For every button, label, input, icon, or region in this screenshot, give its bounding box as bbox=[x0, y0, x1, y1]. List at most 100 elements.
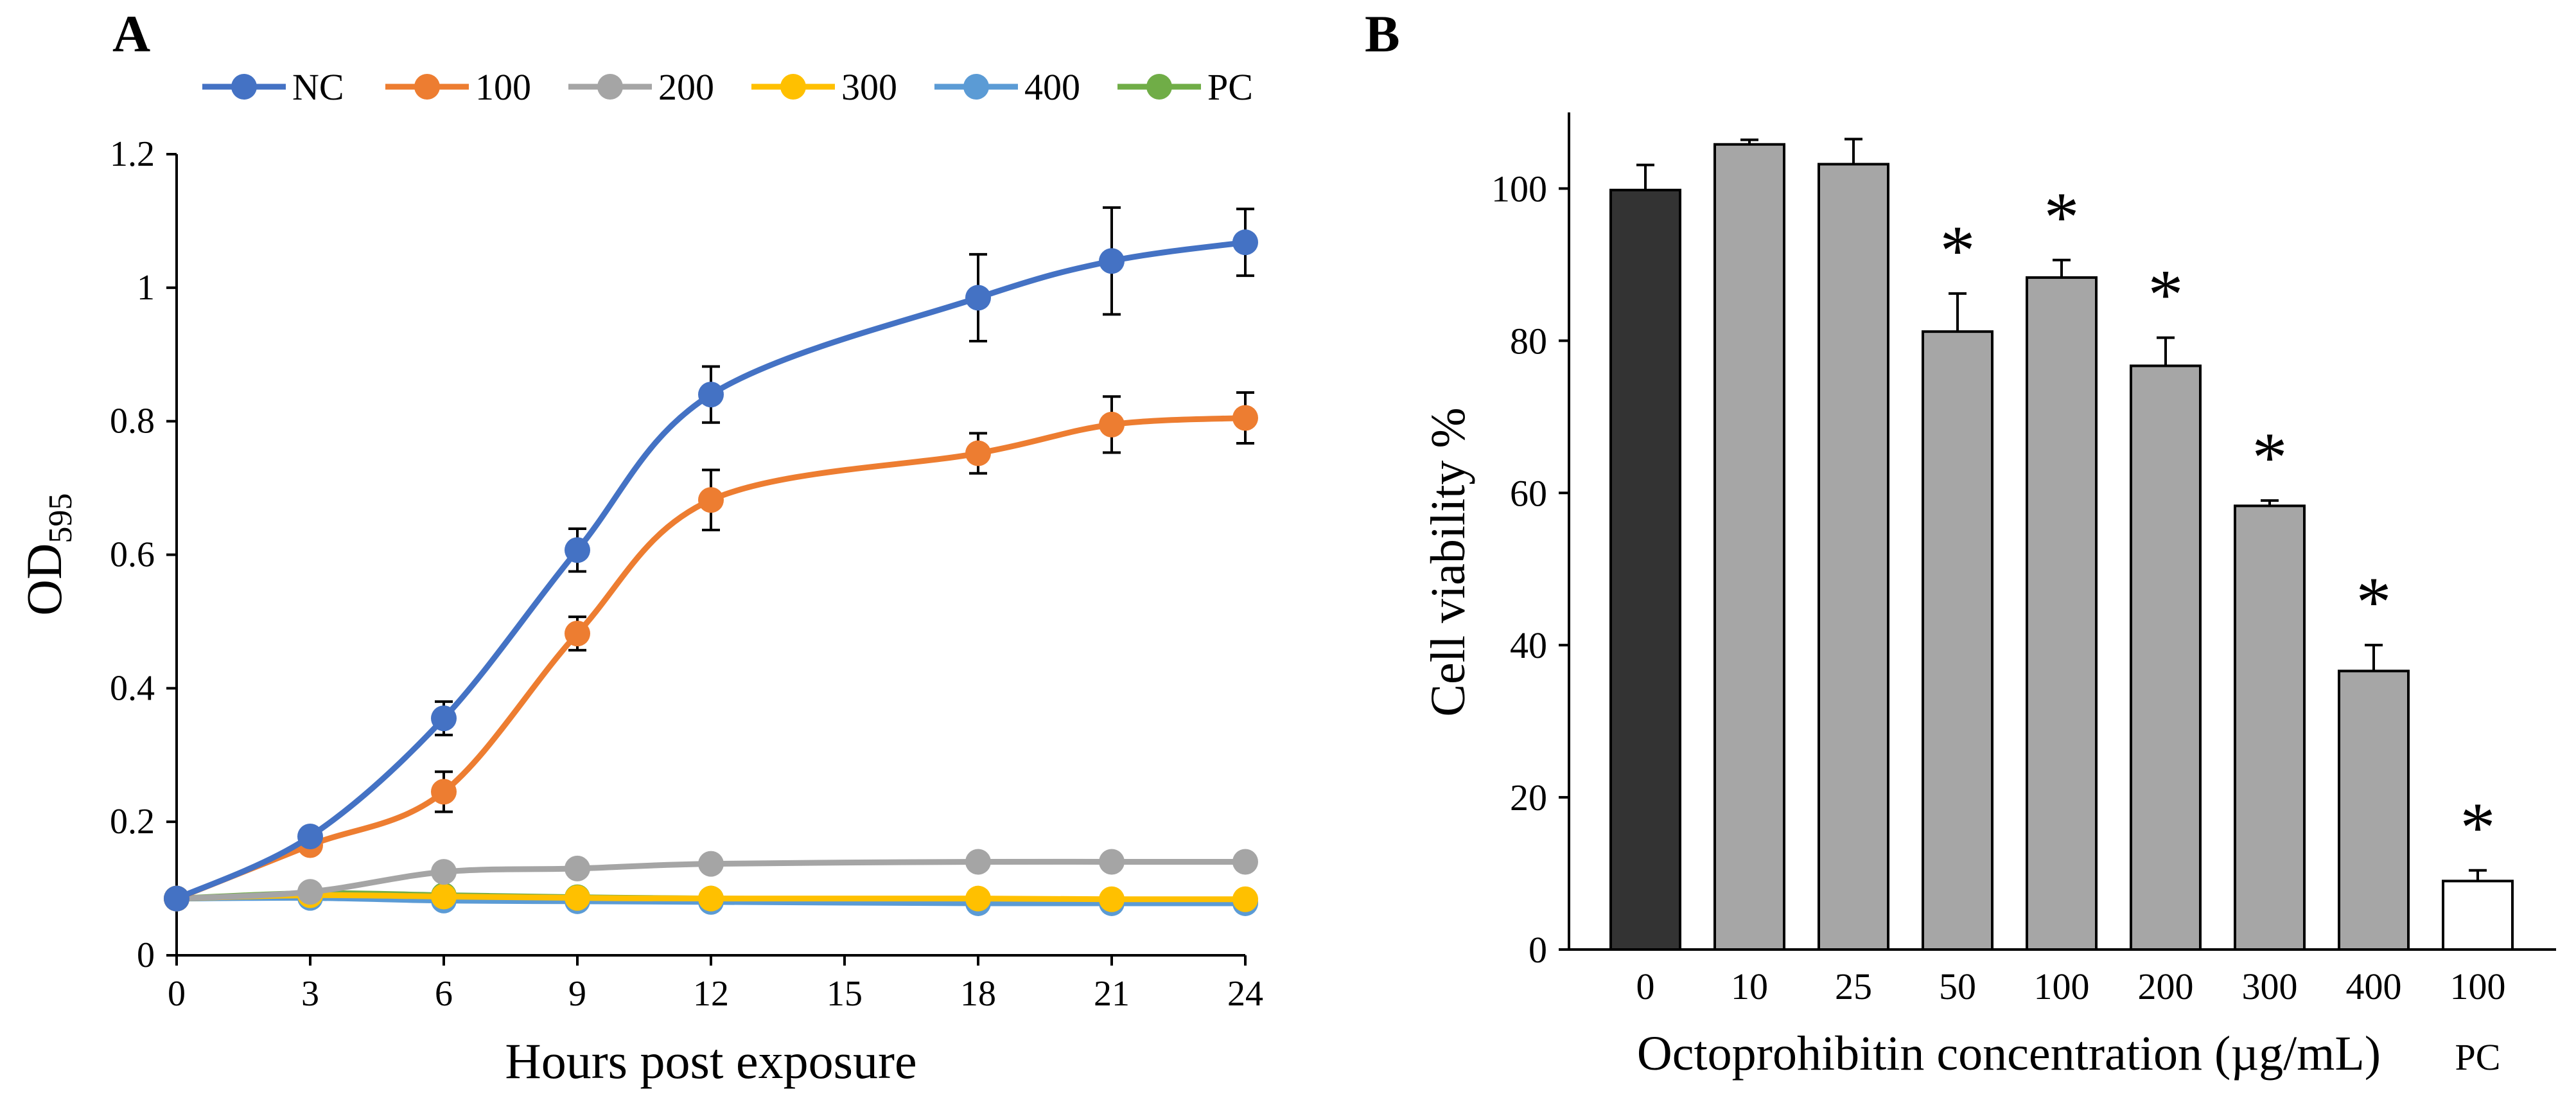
bar-group: 400 * bbox=[2338, 563, 2410, 1007]
bar-category-label: 400 bbox=[2346, 966, 2402, 1007]
bar bbox=[1922, 330, 1993, 951]
data-point bbox=[1099, 248, 1125, 274]
data-point bbox=[1099, 411, 1125, 438]
significance-mark: * bbox=[1940, 211, 1976, 290]
series-NC bbox=[164, 206, 1258, 912]
bar-category-label: 10 bbox=[1731, 966, 1768, 1007]
panel-a-x-tick-label: 21 bbox=[1094, 974, 1130, 1014]
significance-mark: * bbox=[2460, 788, 2496, 867]
panel-a-y-tick-label: 0.2 bbox=[110, 802, 155, 842]
data-point bbox=[1099, 849, 1125, 875]
panel-a-x-tick-label: 9 bbox=[568, 974, 586, 1014]
data-point bbox=[1232, 405, 1258, 431]
legend-label: 200 bbox=[658, 66, 714, 108]
panel-b-y-tick-label: 0 bbox=[1529, 929, 1547, 971]
error-bar bbox=[2053, 258, 2071, 278]
error-bar bbox=[1740, 138, 1758, 145]
legend-item-PC: PC bbox=[1117, 66, 1253, 108]
error-bar bbox=[2261, 499, 2279, 506]
data-point bbox=[164, 885, 189, 912]
panel-a-x-tick-label: 15 bbox=[827, 974, 863, 1014]
data-point bbox=[565, 885, 590, 911]
panel-a-y-axis-title-main: OD bbox=[16, 544, 72, 616]
panel-b-y-tick-label: 60 bbox=[1510, 472, 1547, 514]
data-point bbox=[698, 851, 724, 877]
data-point bbox=[565, 621, 590, 647]
bar bbox=[2442, 879, 2514, 951]
data-point bbox=[431, 859, 457, 885]
bar bbox=[1713, 143, 1785, 951]
bar-category-label: 200 bbox=[2138, 966, 2194, 1007]
panel-a-x-tick-label: 0 bbox=[168, 974, 186, 1014]
bar-category-label: 25 bbox=[1835, 966, 1872, 1007]
series-100 bbox=[164, 391, 1258, 912]
bar-group: 50 * bbox=[1922, 211, 1993, 1007]
panel-a-y-tick-label: 1 bbox=[137, 268, 155, 308]
data-point bbox=[297, 879, 323, 905]
panel-a-legend: NC 100 200 300 400 PC bbox=[202, 66, 1253, 108]
panel-b-bars: 0 10 25 50 * 100 * 200 * 300 * 400 * 100 PC * bbox=[1609, 137, 2514, 1078]
bar bbox=[2026, 276, 2098, 951]
data-point bbox=[297, 824, 323, 850]
panel-a-y-axis-title: OD595 bbox=[16, 493, 79, 616]
data-point bbox=[965, 849, 991, 875]
legend-item-100: 100 bbox=[385, 66, 531, 108]
panel-a-x-tick-label: 24 bbox=[1227, 974, 1263, 1014]
bar-group: 100 * bbox=[2026, 178, 2098, 1007]
data-point bbox=[1232, 849, 1258, 875]
bar bbox=[2234, 504, 2306, 951]
legend-item-NC: NC bbox=[202, 66, 344, 108]
data-point bbox=[1099, 886, 1125, 912]
data-point bbox=[431, 779, 457, 805]
data-point bbox=[965, 440, 991, 466]
panel-a-y-tick-label: 0.4 bbox=[110, 668, 155, 708]
legend-marker bbox=[597, 74, 623, 100]
panel-a-y-axis-title-sub: 595 bbox=[42, 493, 79, 544]
legend-item-400: 400 bbox=[934, 66, 1080, 108]
legend-label: 100 bbox=[475, 66, 531, 108]
error-bar bbox=[1636, 163, 1654, 190]
error-bar bbox=[2469, 869, 2487, 881]
legend-label: 300 bbox=[841, 66, 897, 108]
data-point bbox=[965, 885, 991, 912]
significance-mark: * bbox=[2356, 563, 2392, 641]
panel-a-letter: A bbox=[112, 4, 150, 63]
data-point bbox=[698, 382, 724, 408]
legend-marker bbox=[780, 74, 806, 100]
data-point bbox=[431, 705, 457, 732]
significance-mark: * bbox=[2252, 418, 2288, 497]
legend-label: 400 bbox=[1024, 66, 1080, 108]
bar-category-label: 300 bbox=[2242, 966, 2298, 1007]
series-line-300 bbox=[173, 892, 1249, 903]
bar-group: 100 PC * bbox=[2442, 788, 2514, 1078]
bar bbox=[1609, 188, 1681, 951]
panel-a-y-tick-label: 0.8 bbox=[110, 402, 155, 441]
panel-b-y-tick-label: 100 bbox=[1491, 168, 1547, 209]
panel-a-x-tick-label: 3 bbox=[301, 974, 319, 1014]
panel-b-y-tick-label: 80 bbox=[1510, 320, 1547, 362]
bar-category-sublabel: PC bbox=[2455, 1036, 2501, 1078]
panel-a-ticks: 0 0.2 0.4 0.6 0.8 1 1.2 0 3 6 9 12 15 18 21 24 bbox=[110, 134, 1263, 1014]
legend-item-200: 200 bbox=[568, 66, 714, 108]
bar-category-label: 100 bbox=[2450, 966, 2506, 1007]
series-line-200 bbox=[173, 858, 1249, 902]
bar-group: 200 * bbox=[2130, 256, 2202, 1007]
panel-a-x-axis-title: Hours post exposure bbox=[505, 1033, 916, 1089]
bar-category-label: 100 bbox=[2034, 966, 2090, 1007]
bar-group: 0 bbox=[1609, 163, 1681, 1007]
legend-marker bbox=[231, 74, 257, 100]
error-bar bbox=[2365, 644, 2383, 671]
data-point bbox=[1232, 886, 1258, 912]
legend-marker bbox=[414, 74, 440, 100]
bar-category-label: 0 bbox=[1636, 966, 1655, 1007]
legend-label: PC bbox=[1207, 66, 1253, 108]
panel-b-y-tick-label: 40 bbox=[1510, 624, 1547, 666]
error-bar bbox=[2157, 336, 2175, 366]
bar bbox=[2130, 364, 2202, 951]
bar-group: 300 * bbox=[2234, 418, 2306, 1007]
panel-b-y-tick-label: 20 bbox=[1510, 777, 1547, 818]
legend-marker bbox=[963, 74, 989, 100]
panel-a-y-tick-label: 0.6 bbox=[110, 535, 155, 575]
panel-b-y-axis-title: Cell viability % bbox=[1421, 407, 1475, 716]
